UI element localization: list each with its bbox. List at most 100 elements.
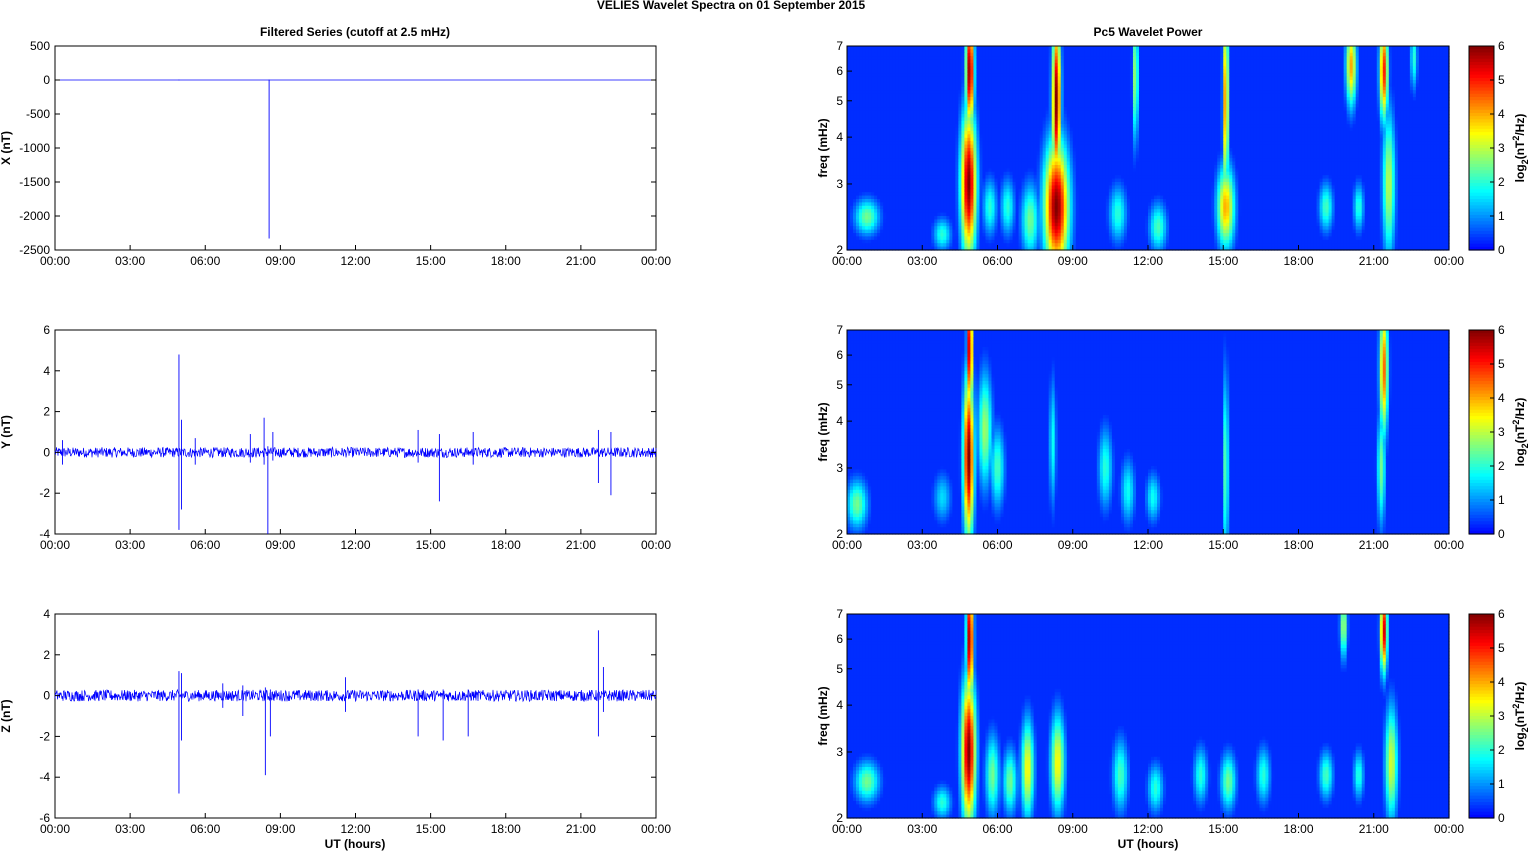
heatmap-cell: [1018, 59, 1023, 64]
heatmap-cell: [1229, 76, 1233, 81]
heatmap-cell: [1247, 52, 1251, 57]
heatmap-cell: [877, 63, 881, 67]
heatmap-cell: [1129, 59, 1134, 64]
heatmap-cell: [1054, 66, 1059, 71]
heatmap-cell: [1093, 76, 1098, 81]
heatmap-cell: [1427, 59, 1432, 64]
heatmap-cell: [1271, 46, 1276, 50]
heatmap-cell: [1358, 59, 1363, 64]
y-tick-label: 0: [43, 445, 50, 459]
heatmap-cell: [847, 56, 851, 61]
heatmap-cell: [865, 63, 869, 67]
heatmap-cell: [1208, 56, 1212, 61]
heatmap-cell: [952, 59, 956, 64]
x-tick-label: 00:00: [641, 254, 671, 268]
heatmap-cell: [1042, 56, 1047, 61]
heatmap-cell: [847, 63, 851, 67]
heatmap-cell: [1111, 66, 1116, 71]
heatmap-cell: [1021, 56, 1026, 61]
heatmap-cell: [1373, 73, 1378, 78]
heatmap-cell: [913, 69, 917, 74]
heatmap-cell: [1442, 69, 1447, 74]
heatmap-cell: [1343, 73, 1348, 78]
heatmap-cell: [1111, 52, 1116, 57]
heatmap-cell: [1268, 76, 1273, 81]
heatmap-cell: [1238, 46, 1242, 50]
heatmap-cell: [1271, 56, 1276, 61]
heatmap-cell: [865, 69, 869, 74]
heatmap-cell: [1135, 69, 1140, 74]
heatmap-cell: [1337, 66, 1342, 71]
heatmap-cell: [1349, 59, 1354, 64]
heatmap-cell: [1000, 49, 1005, 54]
heatmap-cell: [1217, 73, 1221, 78]
heatmap-cell: [1367, 49, 1372, 54]
heatmap-cell: [1388, 49, 1393, 54]
heatmap-cell: [934, 59, 938, 64]
heatmap-cell: [862, 69, 866, 74]
heatmap-cell: [1250, 69, 1254, 74]
heatmap-cell: [1157, 49, 1161, 54]
heatmap-cell: [934, 46, 938, 50]
heatmap-cell: [955, 73, 959, 78]
heatmap-cell: [1199, 46, 1203, 50]
heatmap-cell: [1033, 56, 1038, 61]
heatmap-cell: [1163, 63, 1167, 67]
heatmap-cell: [1081, 49, 1086, 54]
heatmap-cell: [1424, 56, 1429, 61]
heatmap-cell: [898, 76, 902, 81]
heatmap-cell: [1072, 63, 1077, 67]
heatmap-cell: [940, 73, 944, 78]
y-tick-label: 2: [43, 648, 50, 662]
heatmap-cell: [1355, 69, 1360, 74]
x-tick-label: 12:00: [340, 822, 370, 836]
heatmap-cell: [1295, 69, 1300, 74]
heatmap-cell: [1397, 52, 1402, 57]
heatmap-cell: [1166, 69, 1170, 74]
heatmap-cell: [1135, 73, 1140, 78]
heatmap-cell: [1259, 76, 1263, 81]
heatmap-cell: [1247, 56, 1251, 61]
x-tick-label: 00:00: [641, 822, 671, 836]
heatmap-cell: [937, 63, 941, 67]
heatmap-cell: [1138, 76, 1143, 81]
heatmap-cell: [1027, 66, 1032, 71]
heatmap-cell: [1151, 76, 1155, 81]
heatmap-cell: [1427, 46, 1432, 50]
heatmap-cell: [1093, 59, 1098, 64]
heatmap-cell: [1081, 59, 1086, 64]
heatmap-cell: [1214, 76, 1218, 81]
heatmap-cell: [982, 49, 987, 54]
x-tick-label: 06:00: [190, 538, 220, 552]
heatmap-cell: [1274, 46, 1279, 50]
heatmap-cell: [1009, 46, 1014, 50]
heatmap-cell: [1018, 56, 1023, 61]
y-tick-label: -2000: [19, 209, 50, 223]
heatmap-cell: [859, 56, 863, 61]
heatmap-cell: [1196, 46, 1200, 50]
heatmap-cell: [1141, 56, 1146, 61]
heatmap-cell: [934, 63, 938, 67]
heatmap-cell: [1202, 69, 1206, 74]
heatmap-cell: [1172, 63, 1176, 67]
heatmap-cell: [1277, 73, 1282, 78]
heatmap-cell: [919, 49, 923, 54]
y-tick-label: 0: [43, 73, 50, 87]
heatmap-cell: [913, 52, 917, 57]
heatmap-cell: [865, 46, 869, 50]
heatmap-cell: [1421, 69, 1426, 74]
heatmap-cell: [988, 69, 993, 74]
heatmap-cell: [1292, 46, 1297, 50]
heatmap-cell: [1250, 76, 1254, 81]
heatmap-cell: [1069, 46, 1074, 50]
heatmap-cell: [1247, 49, 1251, 54]
heatmap-cell: [1151, 49, 1155, 54]
heatmap-cell: [973, 69, 978, 74]
heatmap-cell: [1406, 52, 1411, 57]
heatmap-cell: [1319, 73, 1324, 78]
heatmap-cell: [1295, 59, 1300, 64]
heatmap-cell: [1075, 66, 1080, 71]
heatmap-cell: [1132, 59, 1137, 64]
heatmap-cell: [1012, 66, 1017, 71]
